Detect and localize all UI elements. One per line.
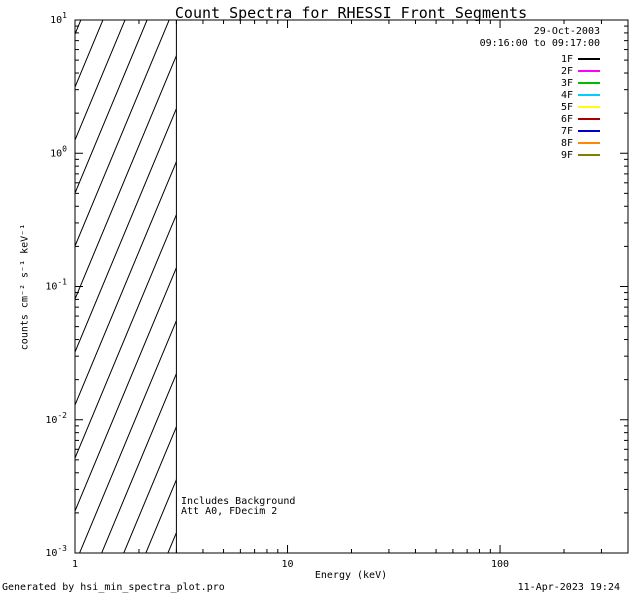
legend-entry-label: 4F — [560, 89, 573, 101]
legend-entry-label: 3F — [560, 77, 573, 89]
hatch-line — [75, 20, 82, 35]
legend-entry-label: 1F — [560, 53, 573, 65]
legend-entry-label: 5F — [560, 101, 573, 113]
footer-generated-by: Generated by hsi_min_spectra_plot.pro — [2, 582, 225, 593]
legend: 29-Oct-2003 09:16:00 to 09:17:00 1F 2F 3F 4… — [480, 26, 600, 161]
hatch-line — [75, 214, 177, 459]
legend-entry: 4F — [480, 89, 600, 101]
legend-entry-line — [578, 94, 600, 96]
legend-date: 29-Oct-2003 — [533, 26, 600, 37]
legend-entry: 6F — [480, 113, 600, 125]
legend-entry-line — [578, 70, 600, 72]
hatch-line — [75, 267, 177, 512]
legend-entry: 3F — [480, 77, 600, 89]
legend-entry-label: 2F — [560, 65, 573, 77]
hatch-line — [75, 20, 126, 141]
hatch-line — [145, 479, 177, 553]
legend-entry: 5F — [480, 101, 600, 113]
legend-entry-line — [578, 118, 600, 120]
legend-entry-line — [578, 154, 600, 156]
legend-entry-label: 7F — [560, 125, 573, 137]
legend-entry-line — [578, 106, 600, 108]
hatch-line — [75, 108, 177, 353]
hatch-line — [79, 320, 177, 553]
legend-entry-line — [578, 130, 600, 132]
legend-entry-line — [578, 58, 600, 60]
y-tick-label: 10-2 — [45, 411, 67, 426]
legend-time-range: 09:16:00 to 09:17:00 — [479, 38, 600, 49]
y-axis-label: counts cm⁻² s⁻¹ keV⁻¹ — [19, 223, 31, 351]
y-tick-label: 10-1 — [45, 278, 67, 293]
legend-entry-label: 6F — [560, 113, 573, 125]
legend-entry-label: 9F — [560, 149, 573, 161]
hatch-line — [75, 20, 104, 88]
x-axis-label: Energy (keV) — [314, 570, 388, 581]
hatch-line — [75, 20, 148, 194]
legend-entries: 1F 2F 3F 4F 5F 6F 7F 8F 9F — [480, 53, 600, 161]
legend-entry-label: 8F — [560, 137, 573, 149]
hatch-line — [75, 55, 177, 300]
legend-entry: 9F — [480, 149, 600, 161]
x-tick-label: 10 — [282, 559, 294, 570]
x-tick-label: 100 — [491, 559, 509, 570]
legend-entry: 7F — [480, 125, 600, 137]
hatch-line — [123, 426, 177, 553]
hatch-line — [101, 373, 177, 553]
legend-entry: 2F — [480, 65, 600, 77]
axis-ticks — [74, 19, 629, 554]
legend-entry: 1F — [480, 53, 600, 65]
annotation-includes-background: Includes Background — [181, 496, 296, 507]
y-tick-label: 100 — [50, 144, 67, 159]
hatch-line — [75, 161, 177, 406]
footer-render-timestamp: 11-Apr-2023 19:24 — [517, 582, 620, 593]
y-tick-label: 101 — [50, 11, 67, 26]
y-tick-label: 10-3 — [45, 544, 67, 559]
chart-title: Count Spectra for RHESSI Front Segments — [174, 4, 528, 22]
legend-entry-line — [578, 142, 600, 144]
hatch-line — [75, 20, 170, 247]
hatch-region — [75, 20, 177, 553]
legend-entry-line — [578, 82, 600, 84]
annotation-attenuator-state: Att A0, FDecim 2 — [181, 506, 278, 517]
legend-entry: 8F — [480, 137, 600, 149]
x-tick-label: 1 — [72, 559, 78, 570]
